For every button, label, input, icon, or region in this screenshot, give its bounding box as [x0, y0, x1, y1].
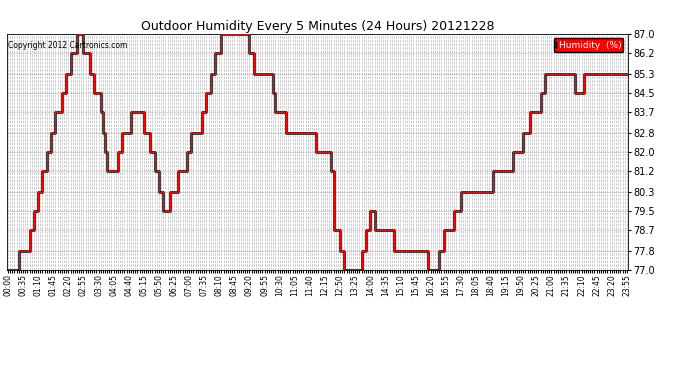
Legend: Humidity  (%): Humidity (%)	[553, 38, 623, 52]
Title: Outdoor Humidity Every 5 Minutes (24 Hours) 20121228: Outdoor Humidity Every 5 Minutes (24 Hou…	[141, 20, 494, 33]
Text: Copyright 2012 Cartronics.com: Copyright 2012 Cartronics.com	[8, 41, 128, 50]
